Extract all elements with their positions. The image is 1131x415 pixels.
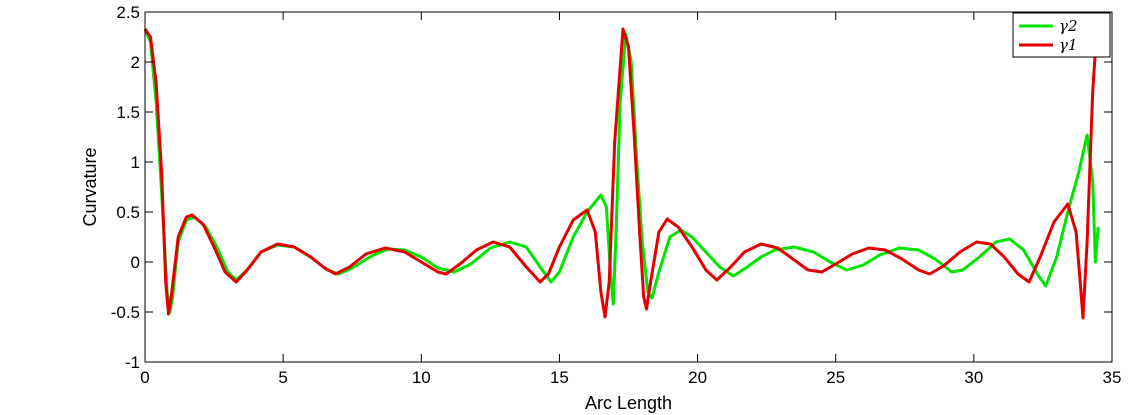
y-tick-label: 2 — [131, 53, 140, 72]
y-tick-label: -1 — [125, 353, 140, 372]
x-tick-label: 5 — [278, 368, 287, 387]
plot-area — [143, 27, 1100, 320]
y-axis-label: Curvature — [80, 147, 100, 226]
x-tick-label: 0 — [140, 368, 149, 387]
x-axis-label: Arc Length — [585, 393, 672, 413]
y-tick-label: 0 — [131, 253, 140, 272]
x-tick-label: 25 — [826, 368, 845, 387]
legend-box — [1012, 12, 1111, 58]
legend-label-1: γ2 — [1059, 17, 1078, 35]
x-tick-label: 15 — [550, 368, 569, 387]
x-tick-label: 10 — [412, 368, 431, 387]
x-tick-label: 35 — [1103, 368, 1122, 387]
y-tick-label: 1 — [131, 153, 140, 172]
legend-label-2: γ1 — [1059, 36, 1078, 54]
y-tick-label: 0.5 — [116, 203, 140, 222]
x-tick-label: 20 — [688, 368, 707, 387]
y-tick-label: -0.5 — [111, 303, 140, 322]
y-tick-label: 2.5 — [116, 3, 140, 22]
series-line-2 — [143, 27, 1099, 320]
ticks: 0 5 10 15 20 25 30 35 -1 -0.5 0 0.5 1 1.5 2 2.5 — [111, 3, 1122, 387]
y-tick-label: 1.5 — [116, 103, 140, 122]
x-tick-label: 30 — [964, 368, 983, 387]
axes-frame — [144, 11, 1113, 363]
